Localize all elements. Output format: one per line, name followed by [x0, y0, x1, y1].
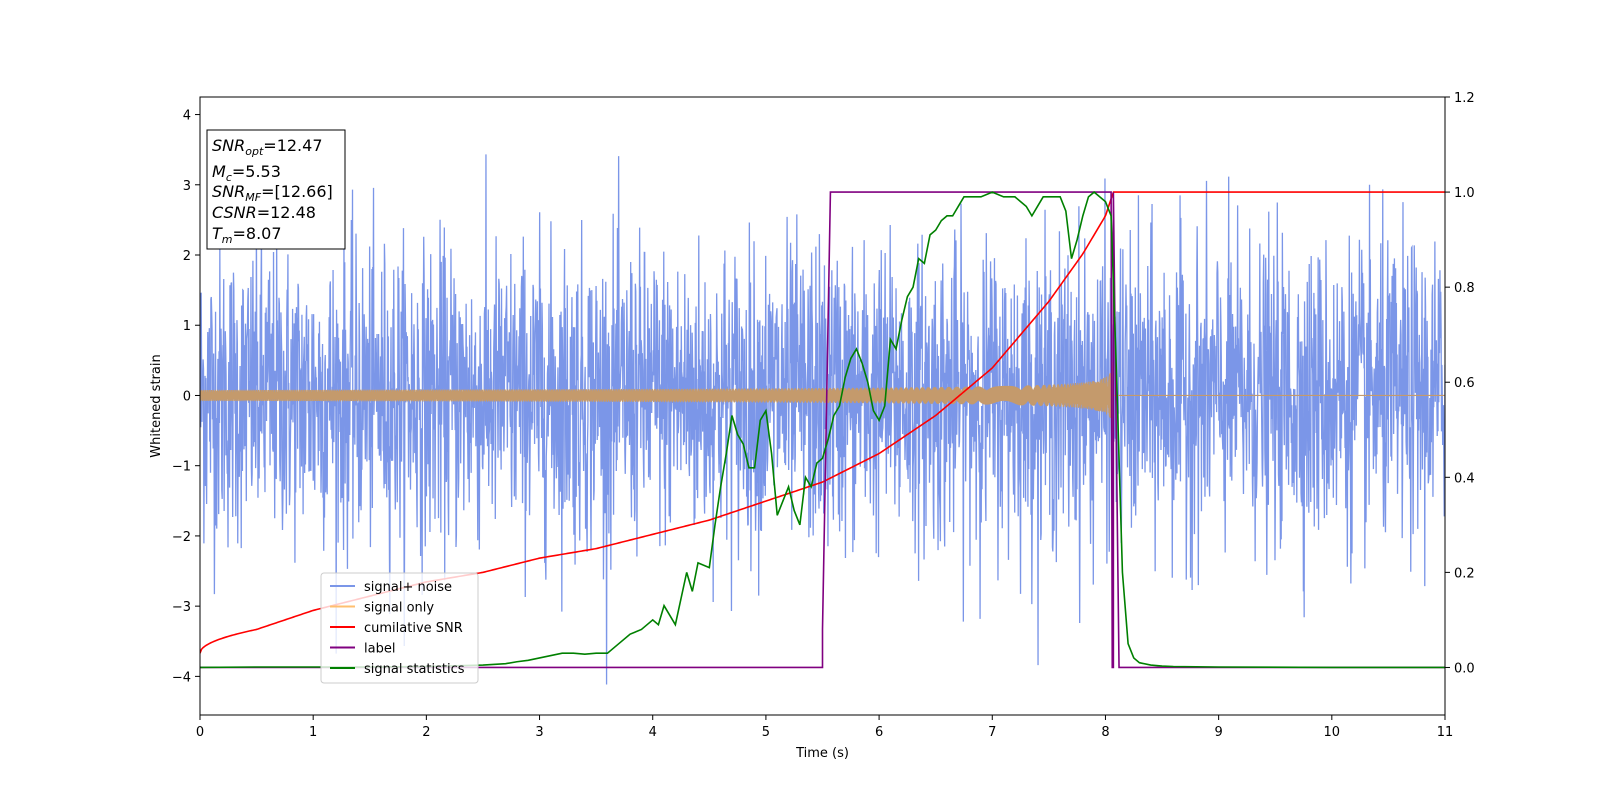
x-axis-label: Time (s) — [795, 746, 849, 761]
x-tick-label: 8 — [1101, 725, 1109, 740]
x-tick-label: 7 — [988, 725, 996, 740]
y-left-tick-label: 3 — [183, 179, 191, 194]
annotation-snr-mf: SNRMF=[12.66] — [212, 182, 333, 204]
y-right-tick-label: 0.2 — [1454, 566, 1475, 581]
x-tick-label: 3 — [535, 725, 543, 740]
annotation-csnr: CSNR=12.48 — [212, 203, 316, 222]
series-signal-statistics — [200, 191, 1445, 669]
y-right-tick-label: 0.8 — [1454, 281, 1475, 296]
y-left-tick-label: −3 — [172, 600, 191, 615]
series-label — [200, 191, 1445, 669]
legend-signal-only: signal only — [330, 601, 434, 616]
y-left-tick-label: 0 — [183, 389, 191, 404]
series-signal-only — [200, 361, 1445, 432]
y-left-tick-label: 2 — [183, 249, 191, 264]
legend-label-text: signal only — [364, 601, 434, 616]
y-left-tick-label: 1 — [183, 319, 191, 334]
x-tick-label: 1 — [309, 725, 317, 740]
legend-label: label — [330, 642, 395, 657]
legend-signal-statistics: signal statistics — [330, 662, 465, 677]
y-right-tick-label: 0.4 — [1454, 471, 1475, 486]
y-left-tick-label: −2 — [172, 530, 191, 545]
x-tick-label: 10 — [1324, 725, 1341, 740]
annotation-tm: Tm=8.07 — [212, 224, 282, 246]
x-tick-label: 2 — [422, 725, 430, 740]
x-axis: 0 1 2 3 4 5 6 7 8 9 10 11 — [196, 715, 1453, 740]
y-right-tick-label: 0.0 — [1454, 661, 1475, 676]
stats-annotation-box: SNRopt=12.47 Mc=5.53 SNRMF=[12.66] CSNR=… — [206, 129, 346, 250]
plot-frame — [199, 96, 1446, 716]
y-right-tick-label: 1.2 — [1454, 91, 1475, 106]
annotation-mc: Mc=5.53 — [212, 162, 281, 184]
y-left-tick-label: −4 — [172, 670, 191, 685]
legend-label-text: signal statistics — [364, 662, 465, 677]
x-tick-label: 11 — [1437, 725, 1454, 740]
y-axis-label: Whitened strain — [149, 354, 164, 457]
legend-signal-noise: signal+ noise — [330, 580, 452, 595]
x-tick-label: 5 — [762, 725, 770, 740]
y-axis-left: −4 −3 −2 −1 0 1 2 3 4 — [172, 109, 200, 685]
series-signal-noise — [200, 154, 1445, 685]
y-right-tick-label: 0.6 — [1454, 376, 1475, 391]
legend: signal+ noise signal only cumilative SNR la… — [320, 572, 479, 684]
x-tick-label: 4 — [649, 725, 657, 740]
y-right-tick-label: 1.0 — [1454, 186, 1475, 201]
x-tick-label: 6 — [875, 725, 883, 740]
y-left-tick-label: −1 — [172, 460, 191, 475]
x-tick-label: 9 — [1214, 725, 1222, 740]
legend-label-text: signal+ noise — [364, 580, 452, 595]
legend-label-text: label — [364, 642, 395, 657]
legend-cumulative-snr: cumilative SNR — [330, 621, 463, 636]
y-axis-right: 0.0 0.2 0.4 0.6 0.8 1.0 1.2 — [1445, 91, 1475, 676]
annotation-snr-opt: SNRopt=12.47 — [212, 136, 323, 158]
x-tick-label: 0 — [196, 725, 204, 740]
legend-label-text: cumilative SNR — [364, 621, 463, 636]
y-left-tick-label: 4 — [183, 109, 191, 124]
